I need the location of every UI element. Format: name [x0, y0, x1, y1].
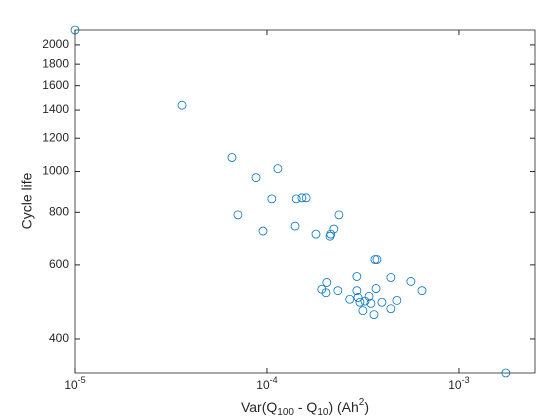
- point: [345, 294, 355, 304]
- point: [334, 210, 344, 220]
- x-tick-exponent: -4: [270, 375, 278, 385]
- point: [369, 310, 379, 320]
- y-tick-label: 2000: [42, 37, 69, 51]
- point: [70, 25, 80, 35]
- x-tick-label: 10-5: [64, 375, 85, 392]
- point: [386, 304, 396, 314]
- y-tick-label: 1600: [42, 78, 69, 92]
- point: [326, 229, 336, 239]
- y-tick-label: 1800: [42, 56, 69, 70]
- x-axis-label: Var(Q100 - Q10) (Ah2): [241, 397, 369, 418]
- x-tick-base: 10: [256, 378, 270, 392]
- point: [352, 272, 362, 281]
- point: [321, 288, 331, 298]
- point: [322, 278, 332, 287]
- x-tick-label: 10-3: [448, 375, 469, 392]
- x-tick-base: 10: [64, 378, 78, 392]
- x-tick-exponent: -3: [462, 375, 470, 385]
- point: [290, 221, 300, 231]
- point: [291, 194, 301, 204]
- x-label-part: 10: [317, 407, 329, 418]
- x-label-part: ): [364, 399, 369, 415]
- x-tick-base: 10: [448, 378, 462, 392]
- point: [417, 286, 427, 296]
- point: [311, 229, 321, 239]
- point: [352, 286, 362, 296]
- x-label-part: 100: [277, 407, 294, 418]
- point: [227, 153, 237, 162]
- y-axis-label: Cycle life: [19, 172, 35, 229]
- point: [301, 193, 311, 203]
- point: [333, 286, 343, 296]
- y-tick-label: 1200: [42, 130, 69, 144]
- x-label-part: 2: [359, 397, 365, 408]
- point: [364, 291, 374, 301]
- y-tick-label: 400: [49, 331, 69, 345]
- point: [371, 284, 381, 293]
- point: [392, 295, 402, 305]
- point: [355, 297, 365, 307]
- point: [353, 293, 363, 302]
- y-tick-label: 800: [49, 204, 69, 218]
- point: [251, 173, 261, 183]
- x-label-part: Var(Q: [241, 399, 277, 415]
- x-tick-exponent: -5: [78, 375, 86, 385]
- point: [273, 164, 283, 174]
- y-tick-label: 1000: [42, 164, 69, 178]
- point: [366, 298, 376, 308]
- point: [329, 224, 339, 234]
- point: [297, 193, 307, 203]
- x-label-part: ) (Ah: [328, 399, 358, 415]
- point: [406, 277, 416, 286]
- point: [386, 273, 396, 282]
- x-label-part: - Q: [294, 399, 317, 415]
- point: [258, 226, 268, 236]
- point: [372, 255, 382, 264]
- point: [358, 306, 368, 316]
- point: [501, 368, 511, 378]
- y-tick-label: 1400: [42, 102, 69, 116]
- y-tick-label: 600: [49, 257, 69, 271]
- point: [370, 255, 380, 264]
- point: [377, 297, 387, 307]
- point: [177, 100, 187, 110]
- x-tick-label: 10-4: [256, 375, 277, 392]
- point: [267, 194, 277, 204]
- point: [233, 210, 243, 220]
